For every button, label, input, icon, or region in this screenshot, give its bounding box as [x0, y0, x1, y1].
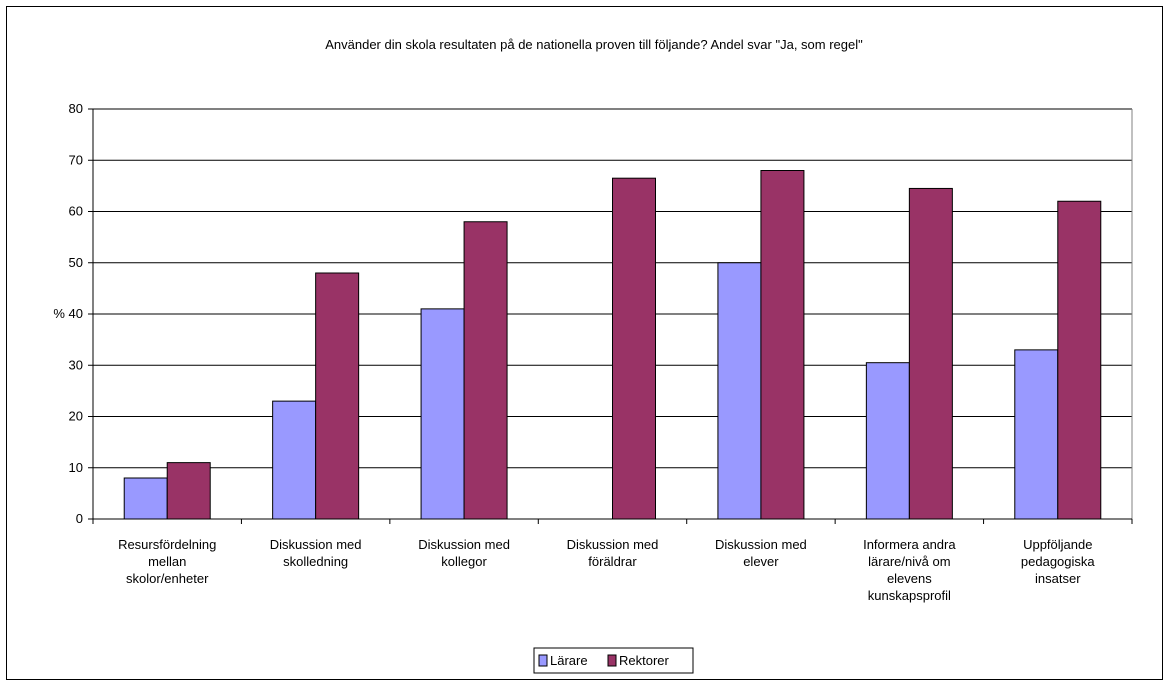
y-tick-label: 10 — [69, 460, 83, 475]
bar-larare — [865, 362, 910, 520]
bar-rektorer — [612, 177, 656, 520]
bar-rektorer — [908, 187, 953, 520]
x-tick-label: Informera andra lärare/nivå om elevens kuns… — [863, 537, 956, 603]
x-tick-label: Diskussion med föräldrar — [567, 537, 659, 569]
legend: Lärare Rektorer — [533, 647, 694, 674]
bars — [123, 170, 1102, 520]
legend-label: Rektorer — [619, 653, 670, 668]
bar-larare — [123, 477, 168, 520]
bar-larare — [420, 308, 465, 520]
y-tick-label: 0 — [76, 511, 83, 526]
y-tick-label: 20 — [69, 409, 83, 424]
legend-swatch — [607, 654, 617, 667]
bar-rektorer — [760, 170, 805, 520]
y-tick-label: 70 — [69, 152, 83, 167]
y-tick-label: 50 — [69, 255, 83, 270]
y-tick-label: 30 — [69, 357, 83, 372]
y-tick-label: % 40 — [53, 306, 83, 321]
bar-larare — [717, 262, 762, 520]
x-tick-label: Diskussion med skolledning — [270, 537, 362, 569]
bar-rektorer — [315, 272, 360, 520]
axes: 0 10 20 30 % 40 50 60 70 80 Resursfördelning mella… — [53, 101, 1133, 603]
x-tick-label: Uppföljande pedagogiska insatser — [1021, 537, 1095, 586]
y-tick-label: 60 — [69, 204, 83, 219]
bar-larare — [272, 400, 317, 520]
legend-label: Lärare — [550, 653, 588, 668]
x-tick-label: Resursfördelning mellan skolor/enheter — [118, 537, 216, 586]
x-tick-label: Diskussion med elever — [715, 537, 807, 569]
legend-swatch — [538, 654, 548, 667]
chart-title: Använder din skola resultaten på de nati… — [325, 37, 863, 52]
y-tick-label: 80 — [69, 101, 83, 116]
bar-rektorer — [463, 221, 508, 520]
bar-rektorer — [166, 462, 211, 520]
bar-larare — [1014, 349, 1059, 520]
bar-rektorer — [1057, 200, 1102, 520]
x-tick-label: Diskussion med kollegor — [418, 537, 510, 569]
chart-frame — [6, 6, 1163, 680]
